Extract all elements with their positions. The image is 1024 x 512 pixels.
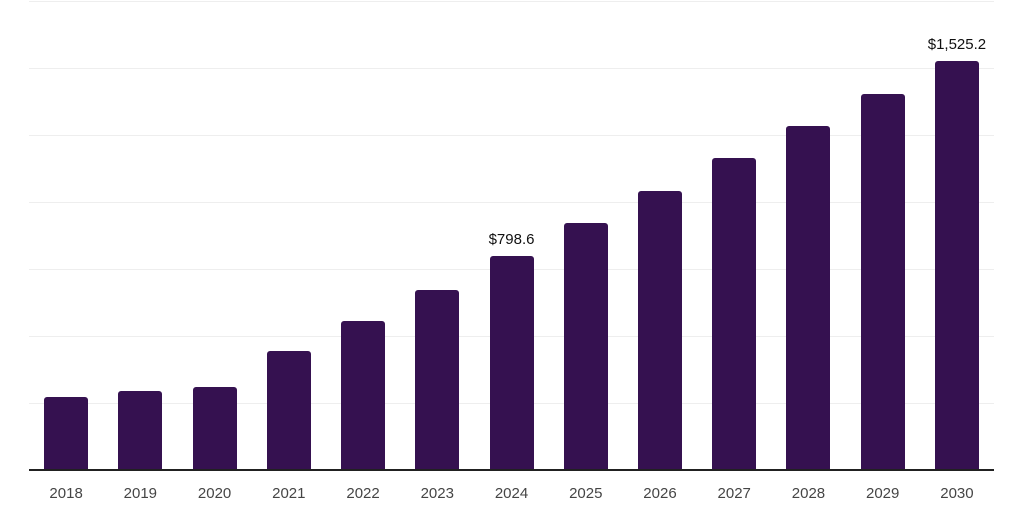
gridline-1000	[29, 202, 994, 204]
bar-slot-2026	[623, 1, 697, 470]
x-label-2020: 2020	[197, 485, 232, 502]
gridline-1250	[29, 135, 994, 136]
bar-2028[interactable]	[786, 125, 831, 470]
plot-area: $798.6 $1,525.2	[29, 1, 994, 471]
bar-slot-2027	[697, 1, 771, 470]
bar-slot-2025	[549, 1, 623, 470]
gridline-1750	[29, 1, 994, 2]
bar-2021[interactable]	[266, 350, 311, 470]
bar-slot-2029	[846, 1, 920, 470]
bar-slot-2020	[177, 1, 251, 470]
bar-2029[interactable]	[860, 94, 905, 470]
x-axis-line	[29, 469, 994, 471]
bar-slot-2024: $798.6	[474, 1, 548, 470]
x-label-2024: 2024	[494, 485, 529, 502]
gridline-1500	[29, 68, 994, 69]
x-label-2023: 2023	[420, 485, 454, 502]
bar-value-label-2024: $798.6	[488, 230, 535, 248]
bar-2022[interactable]	[341, 321, 386, 470]
bar-slot-2021	[252, 1, 326, 470]
bar-2030[interactable]	[934, 61, 979, 470]
bar-value-label-2030: $1,525.2	[927, 36, 987, 54]
bar-2027[interactable]	[712, 158, 757, 470]
x-label-2022: 2022	[346, 485, 380, 502]
x-label-2019: 2019	[123, 485, 158, 502]
x-label-2029: 2029	[866, 485, 900, 502]
x-label-2021: 2021	[272, 485, 306, 502]
bar-2020[interactable]	[192, 386, 237, 470]
bars-container: $798.6 $1,525.2	[29, 1, 994, 470]
x-label-2027: 2027	[717, 485, 751, 502]
bar-2025[interactable]	[563, 223, 608, 470]
bar-slot-2023	[400, 1, 474, 470]
x-label-2028: 2028	[791, 485, 826, 502]
x-label-2025: 2025	[569, 485, 603, 502]
bar-slot-2030: $1,525.2	[920, 1, 994, 470]
bar-2023[interactable]	[415, 289, 460, 470]
x-label-2030: 2030	[940, 485, 974, 502]
bar-slot-2022	[326, 1, 400, 470]
x-label-2018: 2018	[49, 485, 83, 502]
x-axis-labels: 2018 2019 2020 2021 2022 2023 2024 2025 2026 2027…	[29, 485, 994, 503]
bar-2026[interactable]	[637, 191, 682, 470]
x-label-2026: 2026	[643, 485, 677, 502]
bar-slot-2028	[771, 1, 845, 470]
bar-2018[interactable]	[44, 397, 89, 470]
bar-slot-2018	[29, 1, 103, 470]
bar-2019[interactable]	[118, 390, 163, 470]
bar-2024[interactable]	[489, 255, 534, 470]
bar-slot-2019	[103, 1, 177, 470]
